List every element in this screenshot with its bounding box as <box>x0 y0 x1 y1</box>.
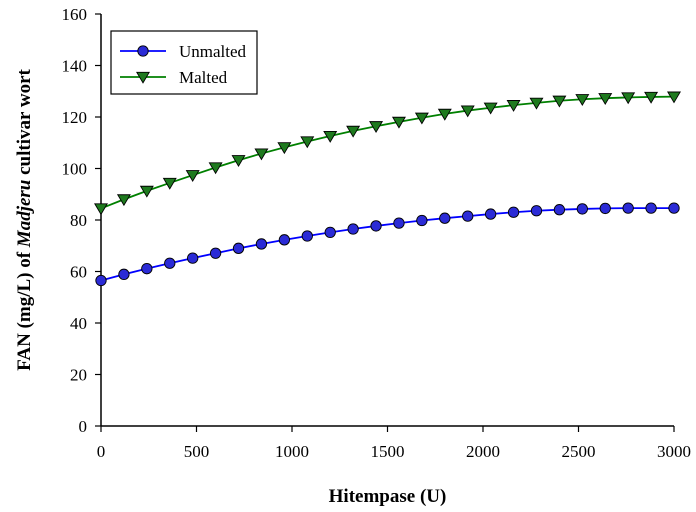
x-tick-label: 2000 <box>466 442 500 461</box>
data-point <box>439 212 451 224</box>
series-line-unmalted <box>100 207 674 282</box>
data-point <box>576 203 588 215</box>
data-point <box>141 263 153 275</box>
y-axis-title-suffix: cultivar wort <box>14 68 35 179</box>
data-point <box>278 234 291 246</box>
x-tick-label: 500 <box>184 442 210 461</box>
x-axis-title: Hitempase (U) <box>329 486 447 507</box>
y-tick-label: 140 <box>62 57 88 76</box>
axes: 0 20 40 60 80 100 120 140 160 0 500 1000 1500 2000 250… <box>62 5 692 461</box>
data-point <box>301 230 313 242</box>
series-line-malted <box>100 95 675 210</box>
data-point <box>393 217 405 229</box>
series-unmalted <box>95 202 680 287</box>
data-point <box>300 136 315 149</box>
data-point <box>416 214 428 227</box>
data-point <box>507 206 520 218</box>
data-point <box>622 202 634 214</box>
y-tick-label: 100 <box>62 160 88 179</box>
y-tick-label: 20 <box>70 366 87 385</box>
data-point <box>208 162 223 175</box>
data-point <box>232 242 245 254</box>
data-point <box>460 105 475 118</box>
data-point <box>668 202 680 214</box>
y-tick-label: 120 <box>62 108 88 127</box>
series-malted <box>94 91 681 216</box>
legend-marker <box>136 71 150 84</box>
data-point <box>483 102 498 115</box>
data-point <box>164 257 176 269</box>
data-point <box>437 108 452 121</box>
legend-box <box>110 30 258 95</box>
data-point <box>346 125 361 138</box>
x-tick-label: 3000 <box>657 442 691 461</box>
data-point <box>323 130 338 143</box>
data-point <box>255 238 268 250</box>
data-point <box>369 121 384 134</box>
data-point <box>484 208 497 220</box>
x-tick-label: 2500 <box>562 442 596 461</box>
data-point <box>667 91 681 104</box>
data-point <box>598 93 613 105</box>
legend: Unmalted Malted <box>110 30 258 95</box>
legend-item-unmalted: Unmalted <box>120 42 247 61</box>
data-point <box>506 100 521 112</box>
y-tick-label: 80 <box>70 211 87 230</box>
data-point <box>231 155 246 168</box>
y-axis-title-italic: Madjeru <box>14 180 35 249</box>
data-point <box>116 194 131 207</box>
data-point <box>644 91 659 104</box>
data-point <box>553 204 566 216</box>
y-tick-label: 160 <box>62 5 88 24</box>
legend-item-malted: Malted <box>120 68 228 87</box>
data-point <box>209 247 222 259</box>
data-point <box>277 142 292 155</box>
data-point <box>94 203 108 216</box>
data-point <box>95 274 107 287</box>
y-tick-label: 60 <box>70 263 87 282</box>
data-point <box>462 210 474 222</box>
legend-label: Malted <box>179 68 228 87</box>
y-axis-title-prefix: FAN (mg/L) of <box>14 247 35 371</box>
data-point <box>645 202 657 214</box>
x-tick-label: 0 <box>97 442 106 461</box>
data-point <box>575 94 590 107</box>
y-axis-title: FAN (mg/L) of Madjeru cultivar wort <box>14 68 35 370</box>
data-point <box>391 116 406 129</box>
data-point <box>347 223 359 235</box>
y-tick-label: 40 <box>70 314 87 333</box>
legend-marker <box>137 45 149 57</box>
x-tick-label: 1000 <box>275 442 309 461</box>
data-point <box>254 148 269 161</box>
data-point <box>621 92 636 105</box>
data-point <box>414 112 429 125</box>
data-point <box>530 205 543 217</box>
legend-label: Unmalted <box>179 42 247 61</box>
y-tick-label: 0 <box>79 417 88 436</box>
data-point <box>185 170 200 182</box>
data-point <box>118 268 130 280</box>
data-point <box>187 252 199 264</box>
data-point <box>599 202 611 215</box>
series-layer <box>94 91 681 287</box>
data-point <box>324 226 336 239</box>
x-tick-label: 1500 <box>371 442 405 461</box>
data-point <box>162 177 177 190</box>
data-point <box>370 220 382 232</box>
data-point <box>552 95 567 108</box>
data-point <box>139 185 154 198</box>
data-point <box>529 97 544 110</box>
